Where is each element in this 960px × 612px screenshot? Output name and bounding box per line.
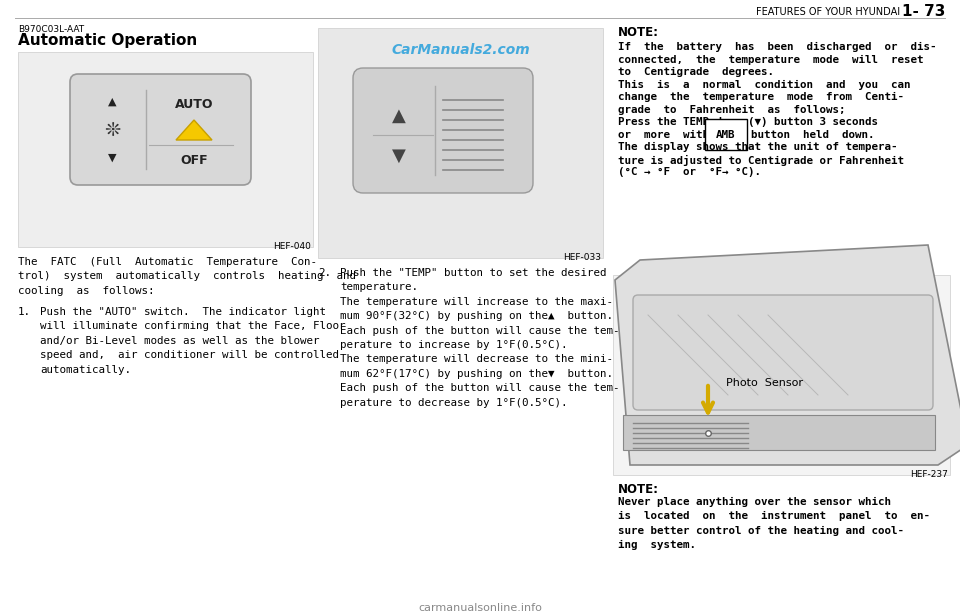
Text: ❊: ❊: [104, 121, 120, 140]
Text: change  the  temperature  mode  from  Centi-: change the temperature mode from Centi-: [618, 92, 904, 102]
Text: ▼: ▼: [392, 147, 406, 165]
Text: This  is  a  normal  condition  and  you  can: This is a normal condition and you can: [618, 80, 910, 89]
Text: The  FATC  (Full  Automatic  Temperature  Con-
trol)  system  automatically  con: The FATC (Full Automatic Temperature Con…: [18, 257, 356, 296]
Text: Push the "TEMP" button to set the desired
temperature.
The temperature will incr: Push the "TEMP" button to set the desire…: [340, 268, 619, 408]
FancyBboxPatch shape: [633, 295, 933, 410]
Text: HEF-033: HEF-033: [563, 253, 601, 262]
Text: AUTO: AUTO: [175, 97, 213, 111]
Text: AMB: AMB: [716, 130, 735, 140]
Text: Press the TEMP down (▼) button 3 seconds: Press the TEMP down (▼) button 3 seconds: [618, 117, 878, 127]
Text: HEF-237: HEF-237: [910, 470, 948, 479]
Text: B970C03L-AAT: B970C03L-AAT: [18, 25, 84, 34]
Text: (°C → °F  or  °F→ °C).: (°C → °F or °F→ °C).: [618, 167, 761, 177]
Text: carmanualsonline.info: carmanualsonline.info: [418, 603, 542, 612]
Text: ture is adjusted to Centigrade or Fahrenheit: ture is adjusted to Centigrade or Fahren…: [618, 154, 904, 165]
Text: to  Centigrade  degrees.: to Centigrade degrees.: [618, 67, 774, 77]
Text: Push the "AUTO" switch.  The indicator light
will illuminate confirming that the: Push the "AUTO" switch. The indicator li…: [40, 307, 346, 375]
Text: OFF: OFF: [180, 154, 207, 166]
Text: button  held  down.: button held down.: [738, 130, 875, 140]
Text: If  the  battery  has  been  discharged  or  dis-: If the battery has been discharged or di…: [618, 42, 937, 52]
Text: Photo  Sensor: Photo Sensor: [726, 378, 803, 388]
Text: ▲: ▲: [392, 107, 406, 125]
Text: 1.: 1.: [18, 307, 31, 317]
Text: The display shows that the unit of tempera-: The display shows that the unit of tempe…: [618, 142, 898, 152]
Text: ▲: ▲: [108, 97, 116, 107]
FancyBboxPatch shape: [353, 68, 533, 193]
Text: or  more  with  the: or more with the: [618, 130, 755, 140]
Text: ▼: ▼: [108, 153, 116, 163]
Text: connected,  the  temperature  mode  will  reset: connected, the temperature mode will res…: [618, 54, 924, 64]
Polygon shape: [615, 245, 960, 465]
Bar: [613, 275, 950, 475]
Text: 2.: 2.: [318, 268, 331, 278]
Text: Never place anything over the sensor which
is  located  on  the  instrument  pan: Never place anything over the sensor whi…: [618, 497, 930, 550]
Bar: [623, 415, 935, 450]
Bar: [18, 52, 313, 247]
Text: CarManuals2.com: CarManuals2.com: [391, 43, 530, 57]
Text: 1- 73: 1- 73: [901, 4, 945, 20]
Bar: [318, 28, 603, 258]
Text: FEATURES OF YOUR HYUNDAI: FEATURES OF YOUR HYUNDAI: [756, 7, 910, 17]
Text: grade  to  Fahrenheit  as  follows;: grade to Fahrenheit as follows;: [618, 105, 846, 114]
Text: Automatic Operation: Automatic Operation: [18, 33, 197, 48]
Text: HEF-040: HEF-040: [274, 242, 311, 251]
FancyBboxPatch shape: [70, 74, 251, 185]
Polygon shape: [176, 120, 212, 140]
Text: NOTE:: NOTE:: [618, 26, 659, 39]
Text: NOTE:: NOTE:: [618, 483, 659, 496]
